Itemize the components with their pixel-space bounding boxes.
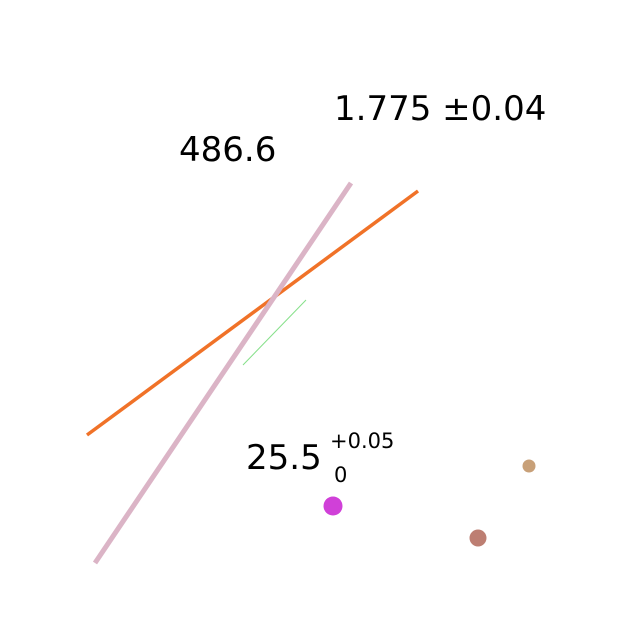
label-top-left: 486.6 <box>179 130 276 170</box>
label-bottom-subscript: 0 <box>334 463 347 487</box>
label-bottom-main: 25.5 <box>246 438 322 478</box>
tan-dot <box>522 459 536 473</box>
green-line <box>242 299 307 366</box>
label-top-right: 1.775 ±0.04 <box>334 89 546 129</box>
label-bottom-superscript: +0.05 <box>330 429 394 453</box>
magenta-dot <box>323 496 343 516</box>
pink-line <box>92 181 354 565</box>
brown-dot <box>469 529 487 547</box>
orange-line <box>85 189 420 437</box>
